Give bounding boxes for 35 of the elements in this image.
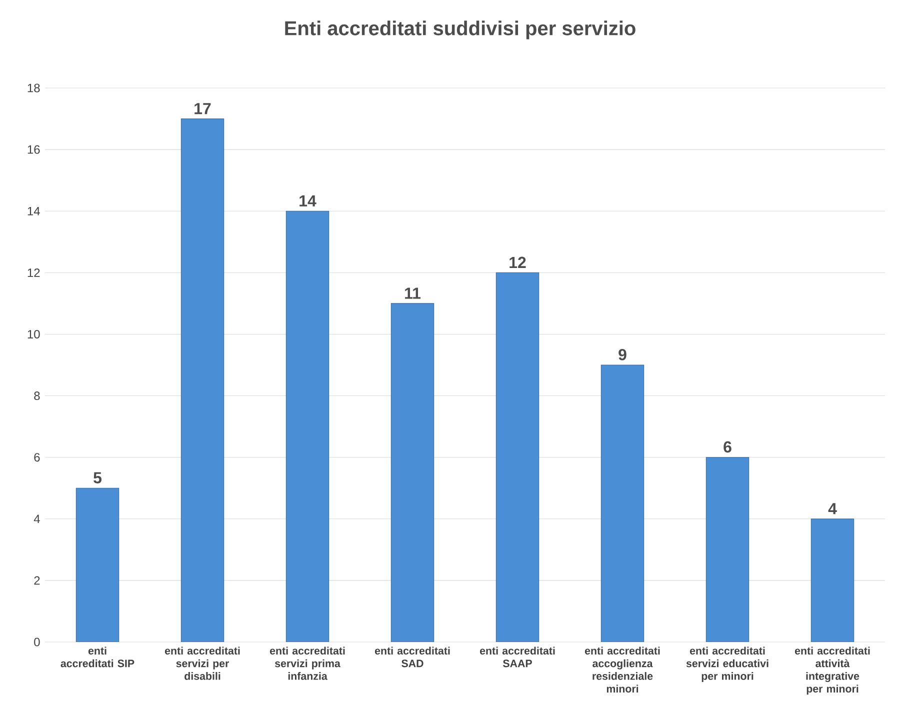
bar xyxy=(810,518,854,642)
y-tick-label: 12 xyxy=(28,268,40,277)
x-tick-label: enti accreditati servizi educativi per minori xyxy=(686,646,768,682)
y-tick-label: 16 xyxy=(28,145,40,154)
data-label: 14 xyxy=(300,195,316,206)
bar xyxy=(390,303,434,642)
y-tick-label: 4 xyxy=(34,514,40,524)
y-tick-label: 8 xyxy=(34,392,40,400)
x-tick-label: enti accreditati attività integrative per minori xyxy=(794,646,870,695)
bar xyxy=(706,457,750,642)
x-tick-label: enti accreditati SIP xyxy=(60,646,134,668)
y-tick-label: 14 xyxy=(28,206,40,216)
bar xyxy=(496,272,540,642)
bar xyxy=(286,210,330,642)
y-tick-label: 10 xyxy=(28,330,40,338)
bar xyxy=(600,364,644,642)
x-tick-label: enti accreditati servizi prima infanzia xyxy=(270,646,345,680)
x-tick-label: enti accreditati servizi per disabili xyxy=(164,646,240,680)
data-label: 11 xyxy=(405,288,421,299)
y-tick-label: 2 xyxy=(34,576,40,585)
y-tick-label: 6 xyxy=(34,453,40,462)
data-label: 6 xyxy=(724,441,732,453)
data-label: 4 xyxy=(828,503,837,514)
data-label: 17 xyxy=(194,103,211,114)
x-tick-label: enti accreditati SAAP xyxy=(480,646,555,668)
bar xyxy=(180,118,224,642)
data-label: 12 xyxy=(510,256,526,268)
data-label: 5 xyxy=(94,472,102,484)
y-tick-label: 18 xyxy=(28,84,40,92)
bar xyxy=(76,488,120,642)
x-tick-label: enti accreditati accoglienza residenziale minori xyxy=(584,646,660,693)
data-label: 9 xyxy=(618,348,626,360)
chart-title: Enti accreditati suddivisi per servizio xyxy=(285,20,636,40)
y-tick-label: 0 xyxy=(34,638,40,646)
x-tick-label: enti accreditati SAD xyxy=(374,646,450,668)
